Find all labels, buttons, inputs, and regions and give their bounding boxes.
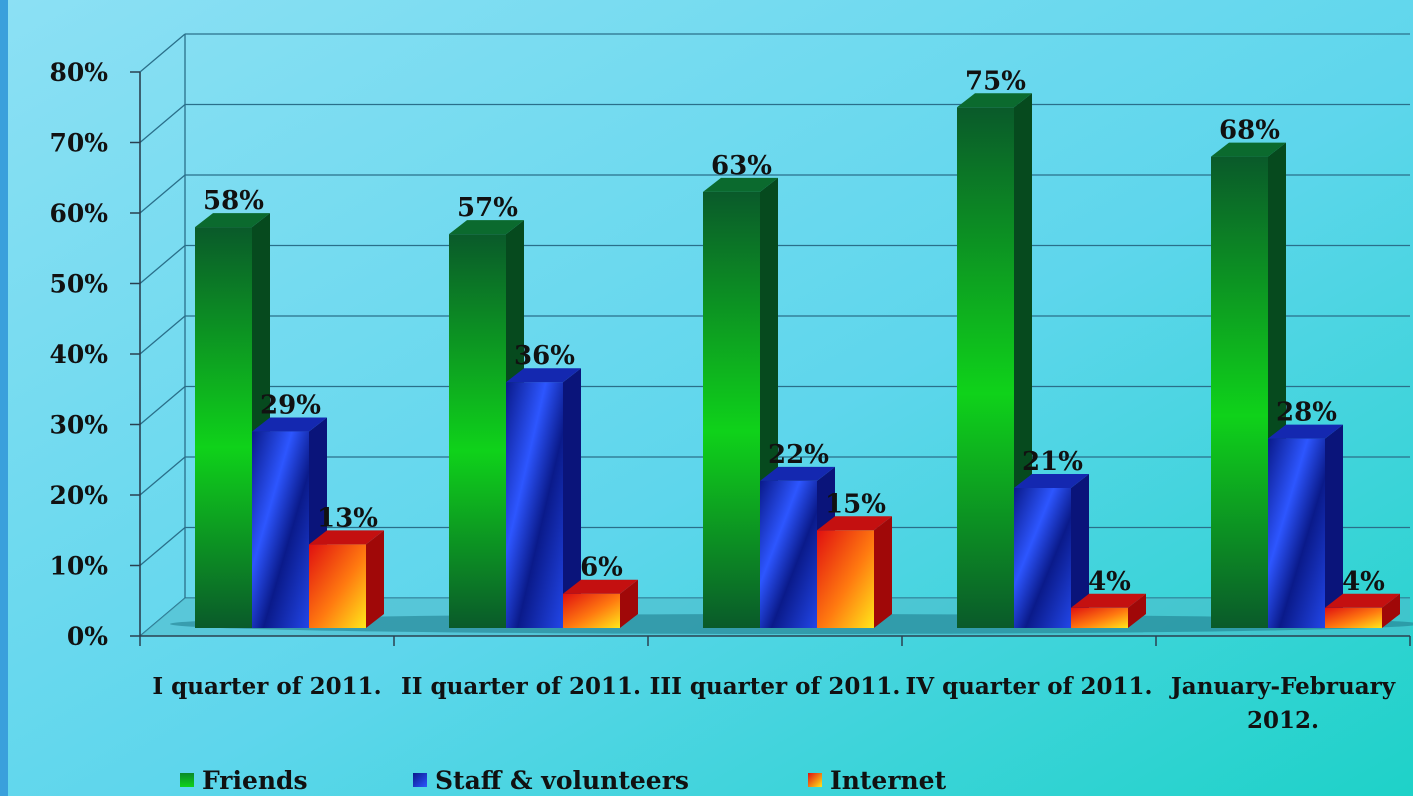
bar-top xyxy=(309,530,384,545)
left-edge-strip xyxy=(0,0,8,796)
bar-internet xyxy=(1071,593,1146,628)
bar-internet xyxy=(817,516,892,628)
y-tick-label: 80% xyxy=(49,58,108,87)
bar-front xyxy=(1211,156,1268,628)
bar-side xyxy=(1382,593,1400,628)
bar-side xyxy=(1325,424,1343,628)
bar-front xyxy=(957,107,1014,628)
bar-front xyxy=(506,382,563,628)
bar-internet xyxy=(563,579,638,628)
bar-staff xyxy=(1268,424,1343,628)
data-label: 58% xyxy=(203,186,264,216)
y-tick-label: 50% xyxy=(49,270,108,299)
bar-front xyxy=(252,431,309,628)
x-category-label: January-February 2012. xyxy=(1169,673,1396,734)
legend-swatch-staff xyxy=(413,773,427,787)
bar-front xyxy=(703,191,760,628)
bar-top xyxy=(1014,473,1089,488)
bar-staff xyxy=(506,368,581,628)
data-label: 4% xyxy=(1088,567,1131,597)
data-labels: 58% 29% 13% 57% 36% 6% 63% 22% 15% 75% 21% 4% 68% 28%… xyxy=(203,66,1385,597)
bar-top xyxy=(195,213,270,228)
data-label: 36% xyxy=(514,341,575,371)
bar-front xyxy=(760,480,817,628)
bar-top xyxy=(1211,142,1286,157)
legend: Friends Staff & volunteers Internet xyxy=(0,764,1413,796)
bar-top xyxy=(703,177,778,192)
gridline-side xyxy=(139,174,186,214)
legend-label-internet: Internet xyxy=(830,765,947,795)
bars xyxy=(195,93,1400,628)
gridline-side xyxy=(139,527,186,566)
data-label: 22% xyxy=(768,440,829,470)
bar-front xyxy=(563,593,620,628)
bar-side xyxy=(620,579,638,628)
data-label: 15% xyxy=(825,489,886,519)
y-tick-label: 70% xyxy=(49,129,108,158)
legend-swatch-friends xyxy=(180,773,194,787)
bar-front xyxy=(1268,438,1325,628)
bar-top xyxy=(817,516,892,531)
x-category-label: I quarter of 2011. xyxy=(152,673,381,700)
gridline-side xyxy=(139,456,186,496)
gridline-side xyxy=(139,33,186,73)
bar-top xyxy=(449,220,524,235)
gridline-side xyxy=(139,104,186,143)
bar-front xyxy=(195,227,252,628)
x-category-label: II quarter of 2011. xyxy=(401,673,641,700)
bar-top xyxy=(1268,424,1343,439)
data-label: 68% xyxy=(1219,116,1280,146)
data-label: 75% xyxy=(965,66,1026,96)
y-tick-label: 40% xyxy=(49,340,108,369)
bar-internet xyxy=(1325,593,1400,628)
bar-top xyxy=(563,579,638,594)
x-category-label: IV quarter of 2011. xyxy=(905,673,1152,700)
data-label: 57% xyxy=(457,193,518,223)
legend-label-staff: Staff & volunteers xyxy=(435,765,689,795)
legend-label-friends: Friends xyxy=(202,765,308,795)
legend-item-staff: Staff & volunteers xyxy=(413,764,689,796)
bar-top xyxy=(1071,593,1146,608)
data-label: 63% xyxy=(711,151,772,181)
gridline-side xyxy=(139,386,186,425)
bar-front xyxy=(817,530,874,628)
bar-side xyxy=(563,368,581,628)
data-label: 4% xyxy=(1342,567,1385,597)
bar-internet xyxy=(309,530,384,628)
bar-top xyxy=(957,93,1032,108)
y-tick-label: 60% xyxy=(49,199,108,228)
bar-side xyxy=(1071,473,1089,628)
bar-front xyxy=(449,234,506,628)
bar-top xyxy=(252,417,327,432)
data-label: 6% xyxy=(580,553,623,583)
bar-top xyxy=(1325,593,1400,608)
bar-front xyxy=(1071,607,1128,628)
data-label: 29% xyxy=(260,391,321,421)
data-label: 13% xyxy=(317,503,378,533)
axes: 0% 10% 20% 30% 40% 50% 60% 70% 80% I quarter of 2… xyxy=(49,58,1411,734)
bar-top xyxy=(506,368,581,383)
y-tick-label: 0% xyxy=(67,622,108,651)
gridline-side xyxy=(139,315,186,355)
bar-front xyxy=(309,544,366,628)
gridline-side xyxy=(139,245,186,284)
bar-staff xyxy=(1014,473,1089,628)
data-label: 21% xyxy=(1022,447,1083,477)
y-tick-label: 30% xyxy=(49,411,108,440)
bar-side xyxy=(1128,593,1146,628)
bar-front xyxy=(1325,607,1382,628)
data-label: 28% xyxy=(1276,398,1337,428)
bar-side xyxy=(366,530,384,628)
bar-front xyxy=(1014,487,1071,628)
bar-top xyxy=(760,466,835,481)
bar-side xyxy=(874,516,892,628)
y-tick-label: 10% xyxy=(49,552,108,581)
legend-swatch-internet xyxy=(808,773,822,787)
legend-item-friends: Friends xyxy=(180,764,308,796)
x-category-label: III quarter of 2011. xyxy=(650,673,901,700)
y-tick-label: 20% xyxy=(49,481,108,510)
legend-item-internet: Internet xyxy=(808,764,946,796)
